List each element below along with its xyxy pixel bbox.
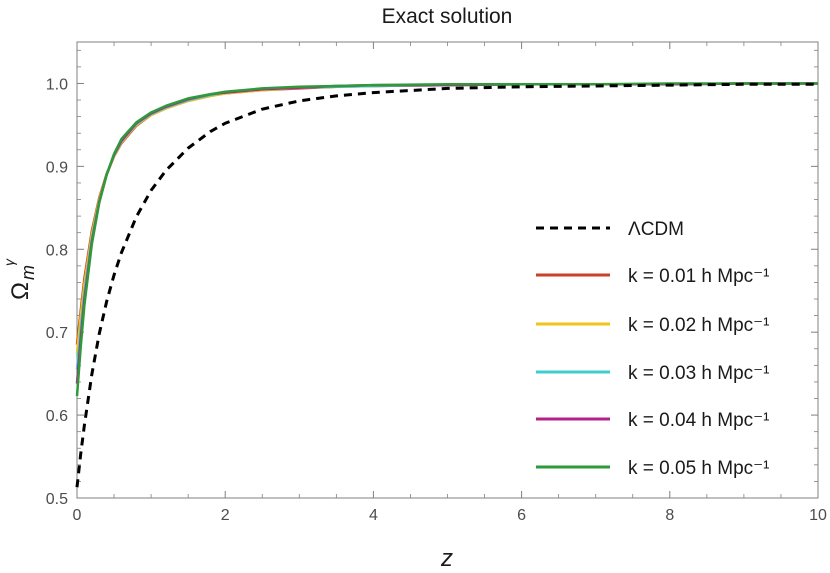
series-line-3 <box>75 82 818 354</box>
series-lines <box>75 82 818 488</box>
x-tick-label: 0 <box>73 507 82 524</box>
y-tick-label: 0.9 <box>46 159 68 176</box>
y-axis-label: Ωmγ <box>1 258 38 300</box>
axis-ticks <box>76 42 819 499</box>
series-line-2 <box>75 82 818 345</box>
x-axis-label: z <box>440 545 453 572</box>
legend-label: ΛCDM <box>628 219 684 240</box>
y-label-base: Ω <box>7 282 34 300</box>
y-tick-label: 0.5 <box>46 491 68 508</box>
y-tick-label: 0.6 <box>46 408 68 425</box>
y-label-superscript: γ <box>1 258 17 266</box>
y-tick-label: 0.8 <box>46 242 68 259</box>
legend: ΛCDM k = 0.01 h Mpc⁻¹ k = 0.02 h Mpc⁻¹ k = … <box>536 219 770 479</box>
legend-label: k = 0.04 h Mpc⁻¹ <box>628 410 770 431</box>
axis-tick-labels: 0 2 4 6 8 10 0.5 0.6 0.7 0.8 0.9 1.0 <box>46 76 827 524</box>
series-line-5 <box>75 82 818 384</box>
x-tick-label: 6 <box>517 507 526 524</box>
legend-label: k = 0.01 h Mpc⁻¹ <box>628 266 770 287</box>
y-tick-label: 0.7 <box>46 325 68 342</box>
series-line-1 <box>75 82 818 488</box>
y-tick-label: 1.0 <box>46 76 68 93</box>
x-tick-label: 4 <box>369 507 378 524</box>
series-line-6 <box>75 82 818 397</box>
legend-label: k = 0.05 h Mpc⁻¹ <box>628 458 770 479</box>
x-tick-label: 2 <box>221 507 230 524</box>
y-label-subscript: m <box>18 265 38 280</box>
x-tick-label: 8 <box>665 507 674 524</box>
legend-label: k = 0.03 h Mpc⁻¹ <box>628 363 770 384</box>
legend-label: k = 0.02 h Mpc⁻¹ <box>628 315 770 336</box>
chart-title: Exact solution <box>382 5 513 28</box>
x-tick-label: 10 <box>809 507 827 524</box>
y-axis-label-text: Ωmγ <box>1 258 38 300</box>
